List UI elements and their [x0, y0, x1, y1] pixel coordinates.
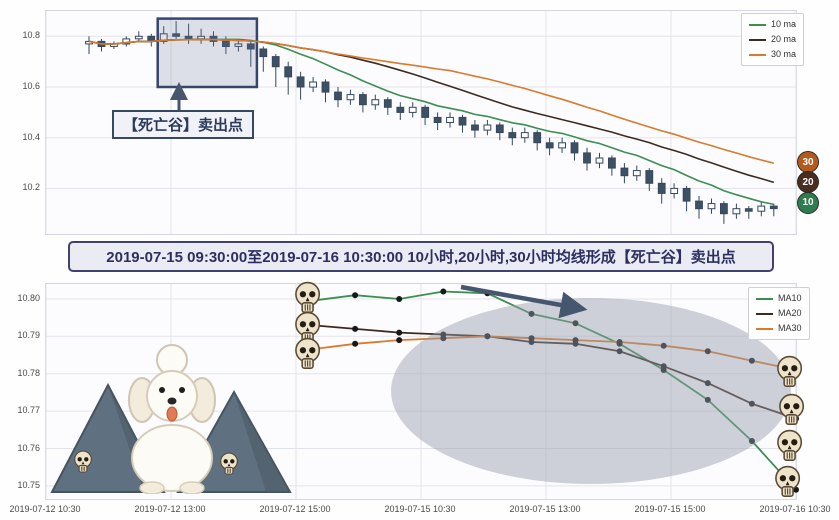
skull-icon — [295, 281, 321, 313]
data-point-marker — [396, 329, 403, 336]
data-point-marker — [352, 325, 359, 332]
y-tick-label: 10.80 — [17, 292, 40, 303]
data-point-marker — [748, 438, 755, 444]
data-point-marker — [748, 400, 755, 407]
legend-line-swatch — [756, 312, 773, 315]
x-tick-label: 2019-07-12 13:00 — [134, 504, 206, 514]
data-point-marker — [660, 363, 667, 370]
x-tick-label: 2019-07-12 10:30 — [9, 504, 81, 514]
y-tick-label: 10.78 — [17, 367, 40, 378]
x-tick-label: 2019-07-16 10:30 — [759, 504, 831, 514]
data-point-marker — [572, 337, 579, 344]
x-tick-label: 2019-07-15 10:30 — [384, 504, 456, 514]
data-point-marker — [528, 335, 535, 342]
y-tick-label: 10.77 — [17, 405, 40, 416]
ma20-line — [310, 324, 797, 420]
legend-label: 30 ma — [771, 49, 797, 59]
legend-line-swatch — [749, 23, 766, 26]
top-chart-legend: 10 ma 20 ma 30 ma — [741, 13, 805, 66]
y-tick-label: 10.79 — [17, 330, 40, 341]
data-point-marker — [440, 335, 447, 342]
death-valley-ellipse — [391, 298, 791, 484]
poodle-mountains-illustration — [50, 344, 292, 494]
y-tick-label: 10.76 — [17, 442, 40, 453]
legend-line-swatch — [756, 297, 773, 300]
legend-line-swatch — [749, 53, 766, 56]
data-point-marker — [396, 337, 403, 344]
ma-end-badge: 30 — [797, 151, 819, 174]
data-point-marker — [528, 310, 535, 317]
legend-item: MA10 — [756, 291, 802, 306]
legend-item: MA30 — [756, 321, 802, 336]
data-point-marker — [484, 333, 491, 340]
data-point-marker — [704, 396, 711, 403]
death-valley-annotation-label: 【死亡谷】卖出点 — [112, 110, 255, 139]
x-tick-label: 2019-07-12 15:00 — [259, 504, 331, 514]
data-point-marker — [440, 288, 447, 295]
death-valley-highlight-box — [156, 17, 259, 89]
ma30-line — [310, 335, 797, 371]
legend-label: MA10 — [778, 293, 802, 303]
skull-icon — [777, 429, 803, 461]
bottom-chart-legend: MA10 MA20 MA30 — [748, 287, 810, 340]
legend-line-swatch — [749, 38, 766, 41]
data-point-marker — [748, 357, 755, 364]
legend-item: 10 ma — [749, 17, 796, 32]
death-valley-banner: 2019-07-15 09:30:00至2019-07-16 10:30:00 … — [68, 241, 774, 272]
x-tick-label: 2019-07-15 15:00 — [634, 504, 706, 514]
legend-label: 20 ma — [771, 34, 797, 44]
data-point-marker — [616, 348, 623, 355]
ma-end-badge: 20 — [797, 171, 819, 194]
legend-label: MA30 — [778, 323, 802, 333]
y-tick-label: 10.75 — [17, 479, 40, 490]
ma-end-badge: 10 — [797, 191, 819, 214]
y-tick-label: 10.4 — [22, 131, 40, 142]
legend-label: MA20 — [778, 308, 802, 318]
skull-icon — [295, 311, 321, 343]
legend-item: MA20 — [756, 306, 802, 321]
data-point-marker — [704, 348, 711, 355]
pointer-arrow — [460, 284, 588, 319]
y-tick-label: 10.2 — [22, 182, 40, 193]
poodle-icon — [128, 344, 216, 494]
y-tick-label: 10.6 — [22, 81, 40, 92]
skull-icon — [779, 393, 805, 425]
ma10-line — [310, 290, 797, 491]
data-point-marker — [352, 340, 359, 347]
legend-line-swatch — [756, 327, 773, 330]
data-point-marker — [396, 296, 403, 302]
legend-item: 20 ma — [749, 32, 796, 47]
data-point-marker — [352, 292, 359, 299]
data-point-marker — [660, 342, 667, 349]
ma30-line — [88, 38, 774, 164]
legend-label: 10 ma — [771, 19, 797, 29]
legend-item: 30 ma — [749, 47, 796, 62]
skull-icon — [295, 337, 321, 369]
x-tick-label: 2019-07-15 13:00 — [509, 504, 581, 514]
y-tick-label: 10.8 — [22, 30, 40, 41]
data-point-marker — [704, 380, 711, 387]
data-point-marker — [616, 339, 623, 345]
data-point-marker — [572, 320, 579, 327]
bottom-ma-line-chart — [45, 281, 805, 500]
